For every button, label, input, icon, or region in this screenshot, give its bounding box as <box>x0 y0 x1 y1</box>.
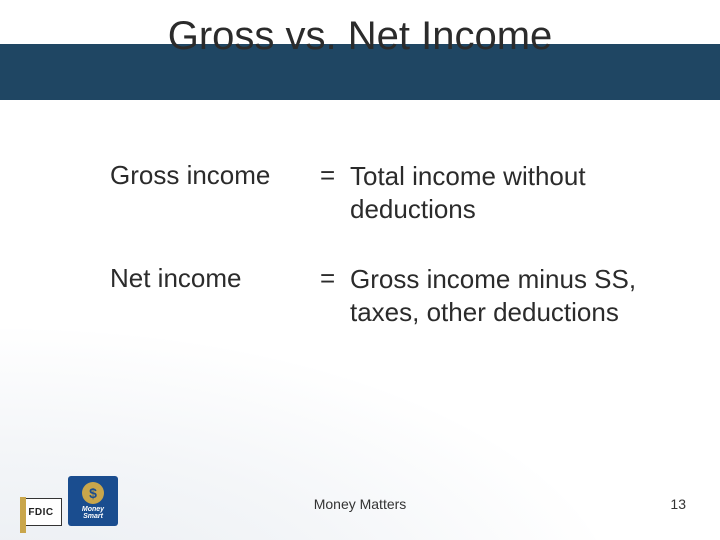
slide: Gross vs. Net Income Gross income = Tota… <box>0 0 720 540</box>
term-label: Net income <box>110 263 320 294</box>
slide-title: Gross vs. Net Income <box>0 14 720 59</box>
coin-icon: $ <box>82 482 104 504</box>
moneysmart-line1: Money <box>82 506 104 513</box>
content-area: Gross income = Total income without dedu… <box>110 160 640 366</box>
equals-sign: = <box>320 160 350 191</box>
logo-group: FDIC $ Money Smart <box>20 476 118 526</box>
fdic-accent-bar <box>20 497 26 533</box>
term-label: Gross income <box>110 160 320 191</box>
page-number: 13 <box>670 496 686 512</box>
fdic-logo: FDIC <box>20 498 62 526</box>
moneysmart-logo: $ Money Smart <box>68 476 118 526</box>
fdic-text: FDIC <box>28 507 53 518</box>
definition-row: Net income = Gross income minus SS, taxe… <box>110 263 640 328</box>
equals-sign: = <box>320 263 350 294</box>
definition-row: Gross income = Total income without dedu… <box>110 160 640 225</box>
moneysmart-line2: Smart <box>83 513 103 520</box>
definition-text: Gross income minus SS, taxes, other dedu… <box>350 263 640 328</box>
definition-text: Total income without deductions <box>350 160 640 225</box>
